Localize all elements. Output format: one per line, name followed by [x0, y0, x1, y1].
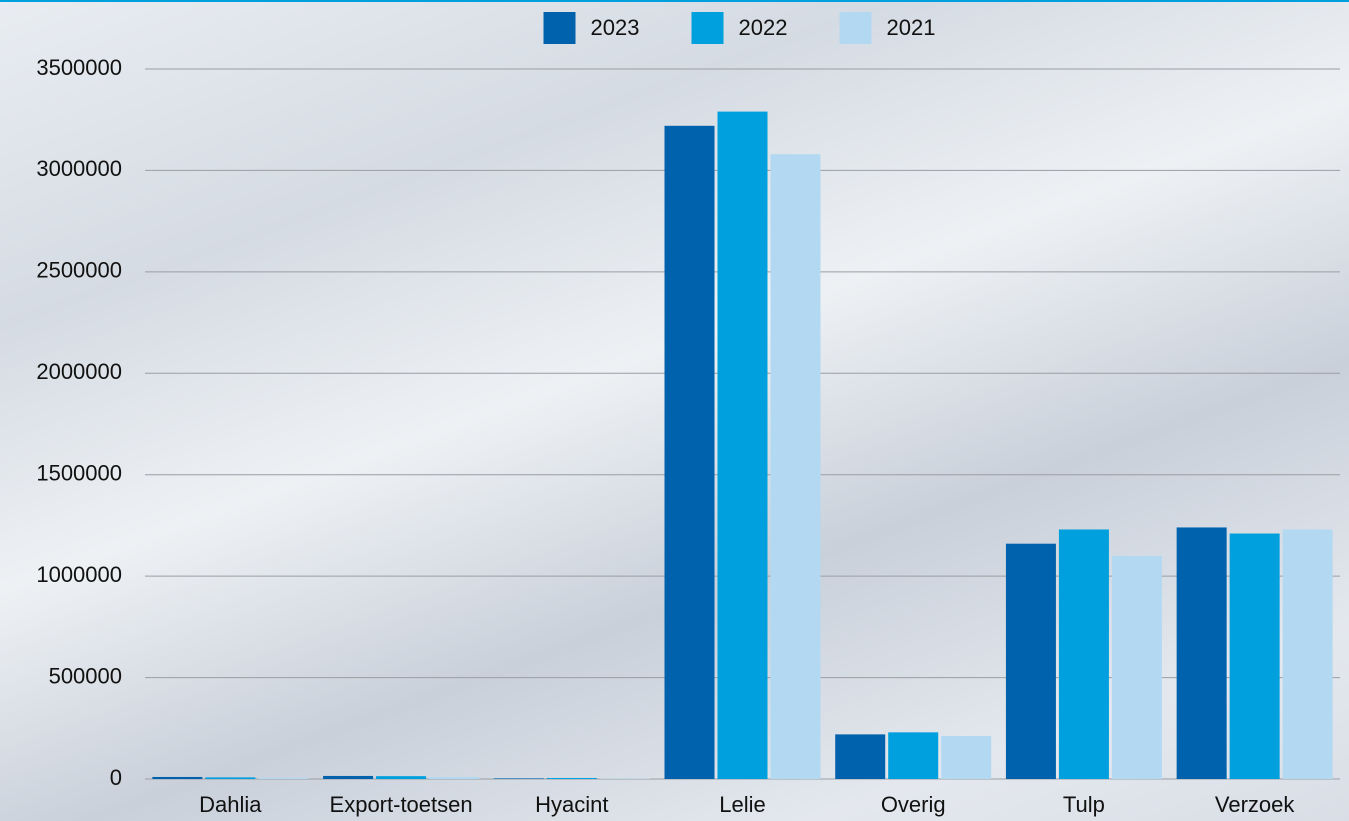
x-tick-label: Overig: [881, 792, 946, 817]
x-tick-label: Export-toetsen: [330, 792, 473, 817]
bar: [323, 776, 373, 779]
bar: [1230, 534, 1280, 779]
x-tick-label: Tulp: [1063, 792, 1105, 817]
legend-swatch: [544, 12, 576, 44]
legend-label: 2021: [887, 15, 936, 40]
bar: [429, 777, 479, 779]
y-tick-label: 1500000: [36, 461, 122, 486]
x-tick-label: Verzoek: [1215, 792, 1295, 817]
y-tick-label: 500000: [49, 663, 122, 688]
legend-label: 2023: [591, 15, 640, 40]
bar: [1112, 556, 1162, 779]
y-tick-label: 3500000: [36, 55, 122, 80]
y-tick-label: 2500000: [36, 258, 122, 283]
bar: [888, 732, 938, 779]
legend-label: 2022: [739, 15, 788, 40]
chart: 0 500000 1000000 1500000 2000000 2500000 30000…: [0, 0, 1349, 821]
bar: [835, 734, 885, 779]
bar: [258, 778, 308, 779]
bar: [494, 778, 544, 779]
top-border: [0, 0, 1349, 2]
bar: [1283, 529, 1333, 779]
x-tick-label: Dahlia: [199, 792, 262, 817]
bar: [1059, 529, 1109, 779]
bar: [205, 777, 255, 779]
bar: [771, 154, 821, 779]
bar: [547, 778, 597, 779]
bar: [376, 776, 426, 779]
bar: [941, 736, 991, 779]
bar: [152, 777, 202, 779]
legend-swatch: [840, 12, 872, 44]
bar: [665, 126, 715, 779]
y-tick-label: 0: [110, 765, 122, 790]
y-tick-label: 2000000: [36, 359, 122, 384]
x-tick-label: Lelie: [719, 792, 765, 817]
y-tick-label: 1000000: [36, 562, 122, 587]
x-tick-label: Hyacint: [535, 792, 608, 817]
legend-swatch: [692, 12, 724, 44]
bar: [718, 112, 768, 779]
y-tick-label: 3000000: [36, 156, 122, 181]
bar: [1006, 544, 1056, 779]
page: 0 500000 1000000 1500000 2000000 2500000 30000…: [0, 0, 1349, 821]
bar: [1177, 527, 1227, 779]
